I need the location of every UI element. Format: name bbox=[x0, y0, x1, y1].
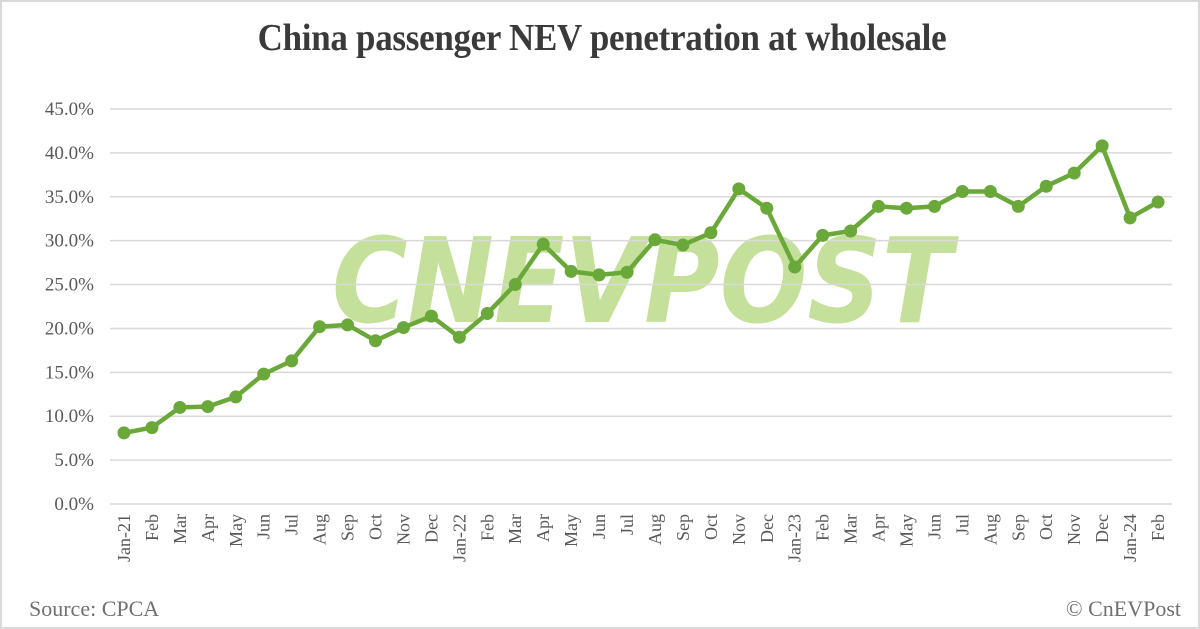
data-point-marker bbox=[1123, 211, 1137, 225]
x-tick-label: Oct bbox=[701, 514, 721, 540]
x-tick-label: Jan-24 bbox=[1120, 514, 1140, 562]
y-tick-label: 15.0% bbox=[45, 362, 94, 383]
x-tick-label: Feb bbox=[813, 514, 833, 541]
y-tick-label: 20.0% bbox=[45, 318, 94, 339]
data-point-marker bbox=[480, 307, 494, 321]
data-point-marker bbox=[955, 185, 969, 199]
data-point-marker bbox=[927, 199, 941, 213]
x-tick-label: Mar bbox=[170, 514, 190, 544]
x-tick-label: Sep bbox=[338, 514, 358, 541]
x-tick-label: Feb bbox=[1148, 514, 1168, 541]
data-point-marker bbox=[201, 400, 215, 414]
x-tick-label: Aug bbox=[980, 514, 1000, 545]
data-point-marker bbox=[396, 321, 410, 335]
chart-title: China passenger NEV penetration at whole… bbox=[257, 17, 947, 59]
data-point-marker bbox=[816, 228, 830, 242]
data-point-marker bbox=[369, 334, 382, 348]
x-tick-label: Jan-23 bbox=[785, 514, 805, 562]
series-line bbox=[117, 139, 1165, 440]
data-point-marker bbox=[257, 367, 271, 381]
data-point-marker bbox=[564, 264, 578, 278]
x-tick-label: Oct bbox=[1036, 514, 1056, 540]
y-tick-label: 0.0% bbox=[54, 494, 94, 515]
x-tick-label: Jun bbox=[924, 514, 944, 539]
y-tick-label: 40.0% bbox=[45, 143, 94, 164]
x-tick-label: Jan-22 bbox=[449, 514, 469, 562]
data-point-marker bbox=[788, 260, 802, 274]
gridlines bbox=[110, 108, 1172, 505]
y-tick-label: 10.0% bbox=[45, 406, 94, 427]
x-tick-label: Sep bbox=[673, 514, 693, 541]
y-tick-label: 45.0% bbox=[45, 99, 94, 120]
data-point-marker bbox=[983, 185, 997, 199]
x-tick-label: May bbox=[897, 514, 917, 547]
cnevpost-watermark: CNEVPOST bbox=[332, 212, 959, 350]
data-point-marker bbox=[424, 309, 438, 323]
data-point-marker bbox=[648, 233, 662, 247]
x-tick-label: Sep bbox=[1008, 514, 1028, 541]
x-tick-label: Jun bbox=[254, 514, 274, 539]
data-point-marker bbox=[1039, 179, 1053, 193]
data-point-marker bbox=[1011, 199, 1025, 213]
x-tick-label: Nov bbox=[729, 514, 749, 545]
x-tick-label: Jan-21 bbox=[114, 514, 134, 562]
source-label: Source: CPCA bbox=[29, 596, 160, 621]
x-tick-label: Dec bbox=[1092, 514, 1112, 543]
data-point-marker bbox=[1151, 195, 1165, 209]
data-point-marker bbox=[117, 426, 131, 440]
data-point-marker bbox=[704, 226, 718, 240]
x-tick-label: May bbox=[561, 514, 581, 547]
x-tick-label: Oct bbox=[366, 514, 386, 540]
data-point-marker bbox=[341, 318, 355, 332]
x-tick-label: Aug bbox=[310, 514, 330, 545]
data-point-marker bbox=[508, 278, 522, 292]
data-point-marker bbox=[285, 354, 299, 368]
y-tick-label: 30.0% bbox=[45, 231, 94, 252]
x-tick-label: Apr bbox=[198, 514, 218, 542]
data-point-marker bbox=[536, 237, 550, 251]
data-point-marker bbox=[620, 265, 634, 279]
x-tick-label: Nov bbox=[393, 514, 413, 545]
data-point-marker bbox=[760, 201, 774, 215]
y-tick-label: 25.0% bbox=[45, 275, 94, 296]
y-tick-label: 35.0% bbox=[45, 187, 94, 208]
x-tick-label: Feb bbox=[142, 514, 162, 541]
data-point-marker bbox=[313, 320, 327, 334]
x-tick-label: Apr bbox=[869, 514, 889, 542]
data-point-marker bbox=[592, 268, 606, 282]
data-point-marker bbox=[229, 390, 243, 404]
y-axis-ticks: 0.0% 5.0% 10.0% 15.0% 20.0% 25.0% 30.0% 35.0% 40… bbox=[45, 99, 94, 515]
x-tick-label: Aug bbox=[645, 514, 665, 545]
x-tick-label: Nov bbox=[1064, 514, 1084, 545]
x-tick-label: Feb bbox=[477, 514, 497, 541]
data-point-marker bbox=[145, 421, 159, 435]
x-tick-label: Jul bbox=[282, 514, 302, 535]
x-tick-label: Dec bbox=[421, 514, 441, 543]
data-point-marker bbox=[676, 238, 690, 252]
data-point-marker bbox=[1095, 139, 1109, 153]
data-point-marker bbox=[900, 201, 913, 215]
data-point-marker bbox=[452, 330, 466, 344]
data-point-marker bbox=[872, 199, 886, 213]
x-tick-label: Mar bbox=[841, 514, 861, 544]
data-point-marker bbox=[1067, 166, 1081, 180]
copyright-label: © CnEVPost bbox=[1065, 596, 1181, 621]
data-point-marker bbox=[844, 224, 858, 238]
x-tick-label: Jun bbox=[589, 514, 609, 539]
x-tick-label: Mar bbox=[505, 514, 525, 544]
data-point-marker bbox=[173, 400, 187, 414]
data-point-marker bbox=[732, 182, 746, 196]
x-axis-ticks: Jan-21 Feb Mar Apr May Jun Jul Aug Sep Oct Nov Dec J… bbox=[114, 514, 1168, 562]
y-tick-label: 5.0% bbox=[54, 450, 94, 471]
x-tick-label: Jul bbox=[617, 514, 637, 535]
watermark-text: CNEVPOST bbox=[332, 212, 959, 350]
x-tick-label: May bbox=[226, 514, 246, 547]
x-tick-label: Apr bbox=[533, 514, 553, 542]
x-tick-label: Dec bbox=[757, 514, 777, 543]
x-tick-label: Jul bbox=[952, 514, 972, 535]
